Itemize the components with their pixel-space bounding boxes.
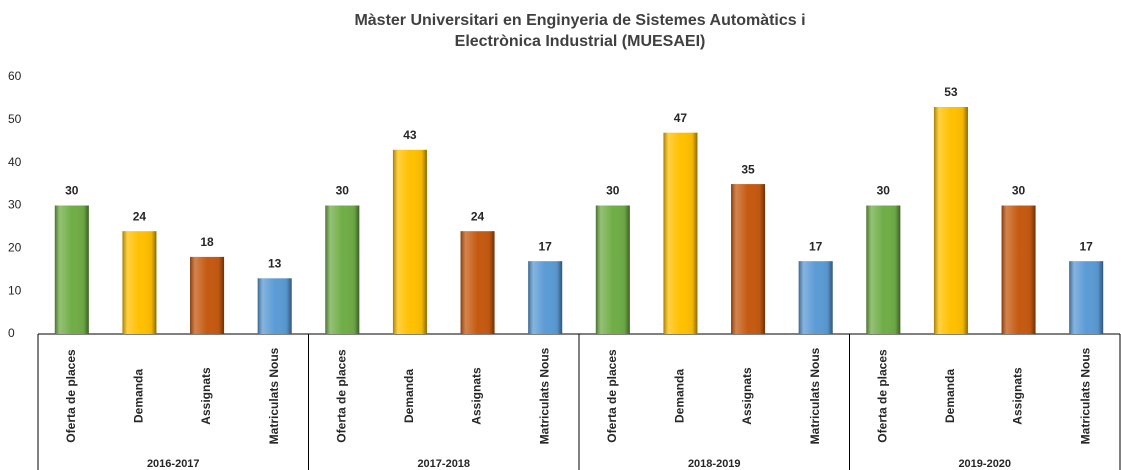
data-label: 30 [1012, 184, 1026, 198]
y-tick-label: 30 [8, 198, 22, 212]
x-group-label: 2018-2019 [688, 458, 741, 470]
chart-title: Electrònica Industrial (MUESAEI) [455, 33, 706, 50]
y-tick-label: 40 [8, 155, 22, 169]
data-label: 35 [741, 162, 755, 176]
bar-shade [190, 256, 225, 334]
y-tick-label: 60 [8, 69, 22, 83]
x-tick-label: Demanda [673, 369, 687, 423]
data-label: 17 [809, 239, 823, 253]
x-tick-label: Oferta de places [334, 349, 348, 443]
bar-shade [1001, 205, 1036, 334]
bar-shade [798, 261, 833, 334]
bar-shade [54, 205, 89, 334]
x-group-label: 2016-2017 [147, 458, 200, 470]
y-tick-label: 10 [8, 283, 22, 297]
x-tick-label: Oferta de places [875, 349, 889, 443]
data-label: 30 [877, 184, 891, 198]
bar-shade [595, 205, 630, 334]
data-label: 17 [539, 239, 553, 253]
y-tick-label: 20 [8, 241, 22, 255]
data-label: 24 [133, 209, 147, 223]
bar-shade [933, 106, 968, 334]
x-tick-label: Assignats [470, 367, 484, 425]
bar-shade [257, 278, 292, 334]
data-label: 43 [403, 128, 417, 142]
x-tick-label: Assignats [1011, 367, 1025, 425]
y-tick-label: 50 [8, 112, 22, 126]
data-label: 18 [200, 235, 214, 249]
chart-title: Màster Universitari en Enginyeria de Sis… [354, 12, 805, 29]
x-tick-label: Assignats [740, 367, 754, 425]
data-label: 17 [1080, 239, 1094, 253]
x-tick-label: Demanda [943, 369, 957, 423]
data-label: 13 [268, 256, 282, 270]
y-tick-label: 0 [8, 326, 15, 340]
x-tick-label: Matriculats Nous [267, 347, 281, 444]
x-tick-label: Matriculats Nous [537, 347, 551, 444]
data-label: 30 [606, 184, 620, 198]
bar-shade [122, 231, 157, 334]
x-group-label: 2019-2020 [958, 458, 1011, 470]
data-label: 47 [674, 111, 688, 125]
x-tick-label: Oferta de places [605, 349, 619, 443]
x-tick-label: Demanda [132, 369, 146, 423]
x-group-label: 2017-2018 [417, 458, 470, 470]
bar-shade [528, 261, 563, 334]
bar-shade [1069, 261, 1104, 334]
x-tick-label: Demanda [402, 369, 416, 423]
data-label: 53 [944, 85, 958, 99]
bar-shade [325, 205, 360, 334]
data-label: 30 [65, 184, 79, 198]
bar-shade [866, 205, 901, 334]
bar-shade [460, 231, 495, 334]
x-tick-label: Matriculats Nous [1078, 347, 1092, 444]
x-tick-label: Matriculats Nous [808, 347, 822, 444]
x-tick-label: Oferta de places [64, 349, 78, 443]
data-label: 30 [336, 184, 350, 198]
bar-shade [663, 132, 698, 334]
x-tick-label: Assignats [199, 367, 213, 425]
bar-shade [392, 149, 427, 334]
data-label: 24 [471, 209, 485, 223]
bar-shade [731, 184, 766, 334]
